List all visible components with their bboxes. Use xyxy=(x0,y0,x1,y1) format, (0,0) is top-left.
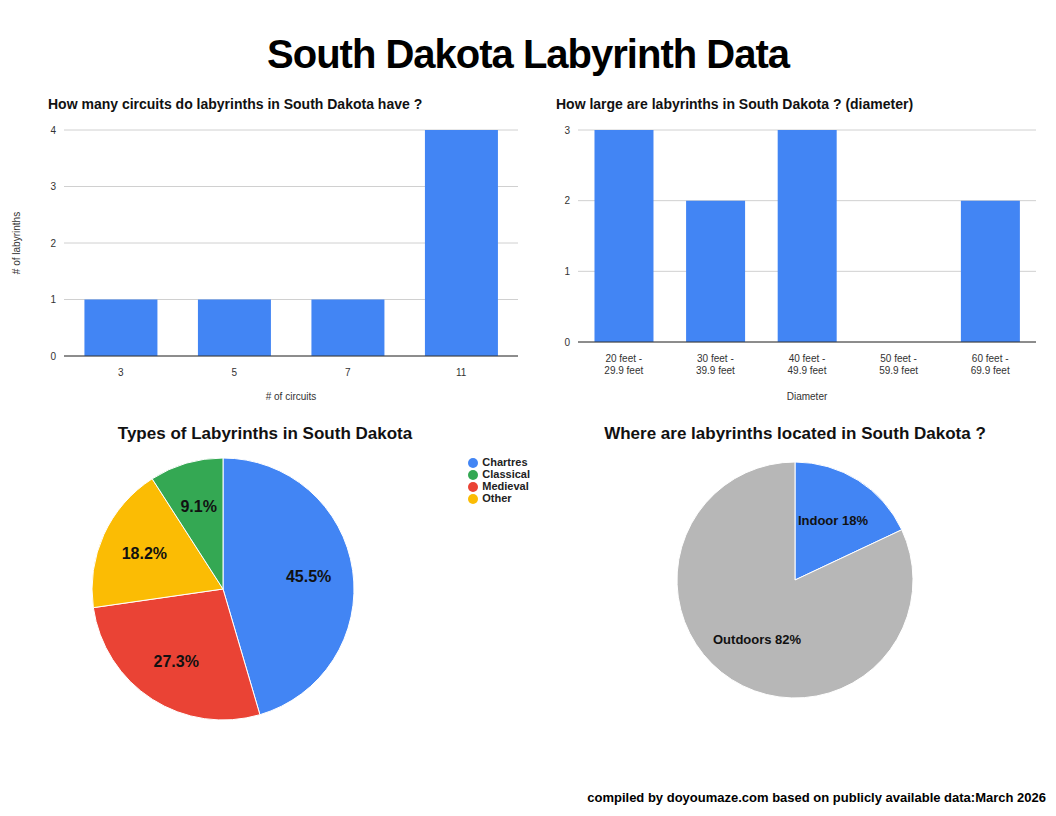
svg-text:1: 1 xyxy=(50,294,56,305)
svg-text:2: 2 xyxy=(50,238,56,249)
svg-text:Outdoors 82%: Outdoors 82% xyxy=(713,632,802,647)
svg-text:18.2%: 18.2% xyxy=(122,545,167,562)
svg-text:0: 0 xyxy=(50,351,56,362)
html-text:Where are labyrinths located i: Where are labyrinths located in South Da… xyxy=(604,424,986,443)
html-text:How many circuits do labyrinth: How many circuits do labyrinths in South… xyxy=(48,96,423,112)
svg-text:5: 5 xyxy=(231,367,237,378)
svg-text:# of circuits: # of circuits xyxy=(266,391,317,402)
svg-text:# of labyrinths: # of labyrinths xyxy=(11,212,22,274)
svg-text:30 feet -39.9 feet: 30 feet -39.9 feet xyxy=(696,353,735,376)
svg-text:60 feet -69.9 feet: 60 feet -69.9 feet xyxy=(971,353,1010,376)
svg-text:3: 3 xyxy=(50,181,56,192)
svg-text:50 feet -59.9 feet: 50 feet -59.9 feet xyxy=(879,353,918,376)
svg-text:9.1%: 9.1% xyxy=(180,498,216,515)
html-text:Types of Labyrinths in South D: Types of Labyrinths in South Dakota xyxy=(117,424,413,443)
svg-text:3: 3 xyxy=(118,367,124,378)
html-text:Other: Other xyxy=(482,492,512,505)
html-text:How large are labyrinths in So: How large are labyrinths in South Dakota… xyxy=(556,96,914,112)
svg-text:Diameter: Diameter xyxy=(787,391,828,402)
html-text:South Dakota Labyrinth Data: South Dakota Labyrinth Data xyxy=(267,32,789,76)
html-text:Medieval: Medieval xyxy=(482,480,529,493)
svg-text:2: 2 xyxy=(564,195,570,206)
svg-text:0: 0 xyxy=(564,337,570,348)
html-text:Chartres: Chartres xyxy=(482,456,528,468)
svg-text:7: 7 xyxy=(345,367,351,378)
html-text:compiled by doyoumaze.com base: compiled by doyoumaze.com based on publi… xyxy=(587,790,1046,805)
svg-text:27.3%: 27.3% xyxy=(154,653,199,670)
svg-text:1: 1 xyxy=(564,266,570,277)
svg-text:45.5%: 45.5% xyxy=(286,568,331,585)
svg-text:4: 4 xyxy=(50,125,56,136)
svg-text:11: 11 xyxy=(456,367,467,378)
svg-text:40 feet -49.9 feet: 40 feet -49.9 feet xyxy=(788,353,827,376)
svg-text:Indoor 18%: Indoor 18% xyxy=(798,513,869,528)
svg-text:20 feet -29.9 feet: 20 feet -29.9 feet xyxy=(604,353,643,376)
svg-text:3: 3 xyxy=(564,125,570,136)
html-text:Classical: Classical xyxy=(482,468,530,481)
